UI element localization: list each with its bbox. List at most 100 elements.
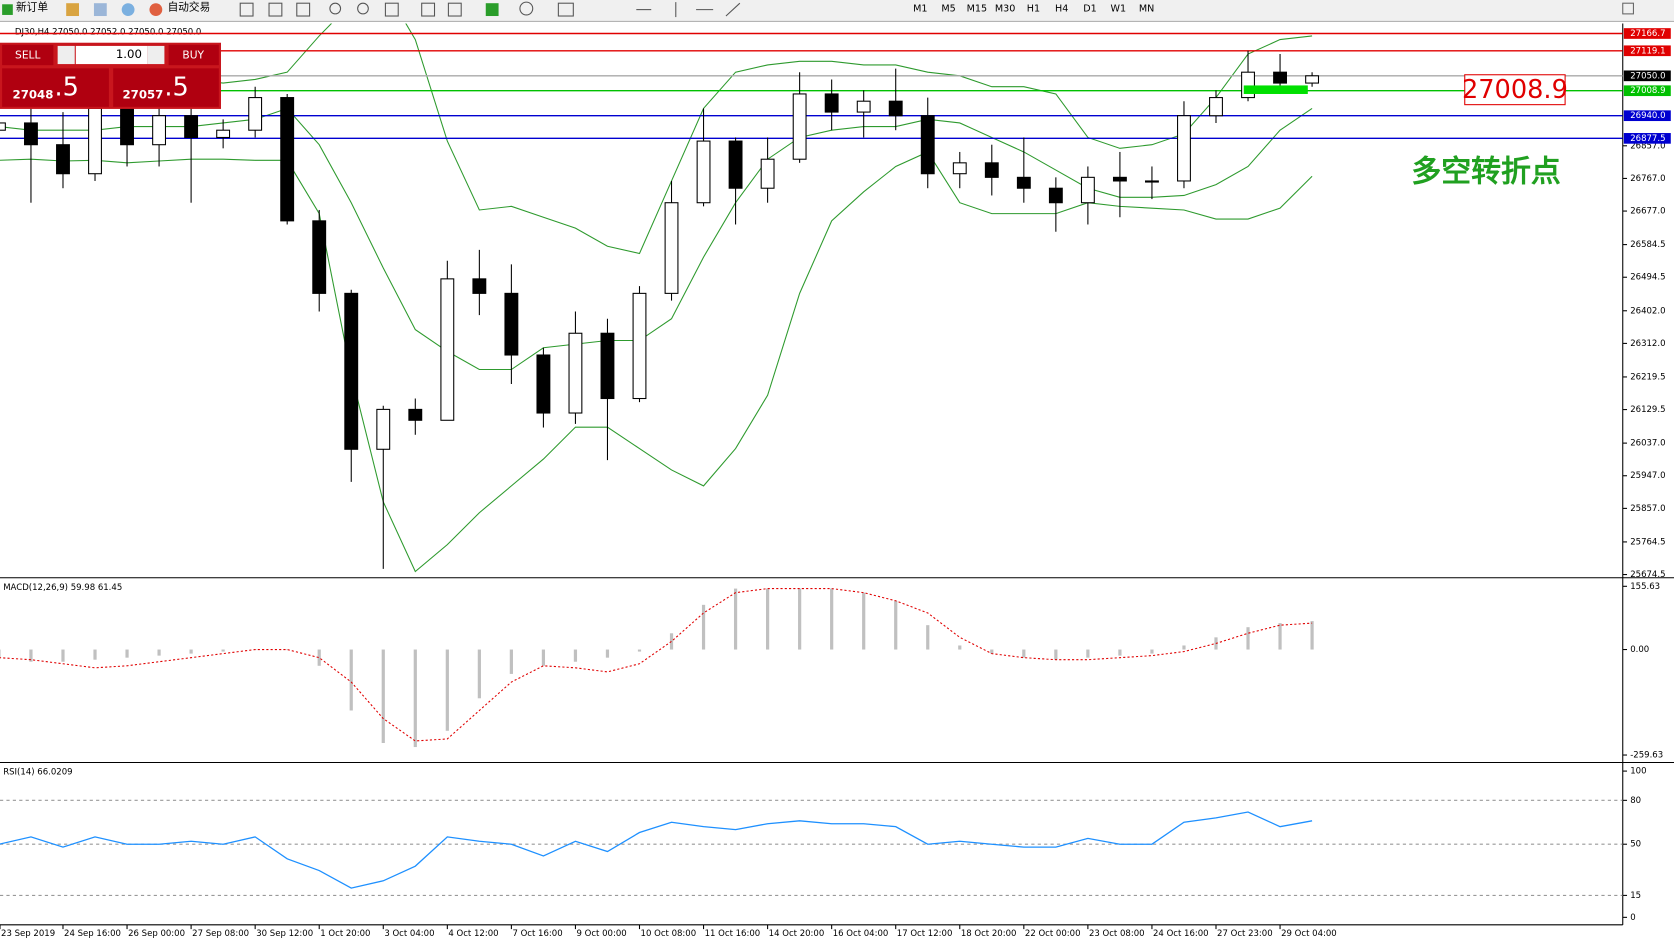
- trendline-tool[interactable]: [725, 2, 741, 17]
- y-tick-label: 25947.0: [1630, 471, 1665, 481]
- sell-label[interactable]: SELL: [15, 49, 40, 62]
- x-tick-label: 26 Sep 00:00: [128, 929, 185, 939]
- toolbar-icon[interactable]: [268, 2, 283, 17]
- macd-bar: [862, 592, 866, 650]
- sell-price[interactable]: 27048: [13, 88, 54, 102]
- candle-body: [952, 162, 967, 175]
- lot-up[interactable]: [147, 45, 165, 65]
- macd-bar: [61, 649, 65, 662]
- candle-body: [1112, 176, 1127, 182]
- macd-bar: [926, 625, 930, 650]
- x-tick-label: 27 Sep 08:00: [192, 929, 249, 939]
- y-tick-label: 26767.0: [1630, 174, 1665, 184]
- x-tick-label: 1 Oct 20:00: [320, 929, 370, 939]
- buy-button[interactable]: [168, 44, 219, 66]
- candle-body: [216, 129, 231, 138]
- x-tick-label: 10 Oct 08:00: [641, 929, 697, 939]
- auto-trade-button[interactable]: 自动交易: [168, 0, 211, 13]
- toolbar-icon[interactable]: [66, 3, 80, 17]
- new-order-button[interactable]: 新订单: [16, 0, 48, 13]
- macd-bar: [317, 649, 321, 666]
- y-tick-label: 100: [1630, 767, 1646, 777]
- price-level-box: [1623, 133, 1671, 144]
- y-tick-label: 26402.0: [1630, 306, 1665, 316]
- candle-body: [856, 100, 871, 113]
- new-order-icon[interactable]: [2, 4, 13, 15]
- macd-title: MACD(12,26,9) 59.98 61.45: [3, 583, 122, 593]
- candle-body: [120, 107, 134, 146]
- x-tick-label: 4 Oct 12:00: [448, 929, 498, 939]
- candle-body: [1080, 176, 1095, 204]
- zoom-in[interactable]: [329, 2, 342, 15]
- search[interactable]: [1622, 2, 1634, 15]
- macd-bar: [349, 649, 353, 711]
- toolbar-icon[interactable]: [421, 2, 436, 17]
- auto-trade-icon[interactable]: [149, 3, 163, 17]
- candle-body: [824, 93, 839, 113]
- timeframe-button[interactable]: MN: [1139, 4, 1154, 15]
- candle-body: [920, 115, 935, 175]
- toolbar-icon[interactable]: [519, 1, 534, 16]
- macd-bar: [894, 600, 898, 650]
- timeframe-button[interactable]: W1: [1111, 4, 1127, 15]
- timeframe-button[interactable]: H4: [1055, 4, 1068, 15]
- candle-body: [280, 97, 295, 222]
- candle-body: [0, 122, 6, 131]
- y-tick-label: 26857.0: [1630, 141, 1665, 151]
- candle-body: [1016, 176, 1031, 189]
- sell-button[interactable]: [2, 44, 54, 66]
- lot-value[interactable]: 1.00: [116, 47, 142, 61]
- y-tick-label: 26677.0: [1630, 207, 1665, 217]
- x-tick-label: 17 Oct 12:00: [897, 929, 953, 939]
- price-level-label: 27166.7: [1630, 29, 1665, 39]
- candle-body: [408, 408, 423, 421]
- timeframe-button[interactable]: H1: [1027, 4, 1040, 15]
- candle-body: [184, 115, 199, 138]
- macd-bar: [958, 645, 962, 650]
- sell-pips[interactable]: .5: [54, 73, 78, 103]
- buy-label[interactable]: BUY: [182, 49, 204, 62]
- timeframe-button[interactable]: M30: [995, 4, 1015, 15]
- rsi-line: [0, 811, 1313, 889]
- price-level-box: [1623, 85, 1671, 97]
- timeframe-button[interactable]: M1: [913, 4, 927, 15]
- toolbar-icon[interactable]: [239, 2, 254, 17]
- x-tick-label: 3 Oct 04:00: [384, 929, 434, 939]
- highlight-zone: [1243, 85, 1308, 94]
- macd-bar: [509, 649, 513, 674]
- y-tick-label: 25764.5: [1630, 537, 1665, 547]
- toolbar-icon[interactable]: [121, 3, 135, 17]
- timeframe-button[interactable]: M5: [941, 4, 955, 15]
- timeframe-button[interactable]: D1: [1083, 4, 1096, 15]
- toolbar-icon[interactable]: [557, 2, 574, 17]
- candle-body: [344, 292, 359, 450]
- zoom-out[interactable]: [357, 2, 369, 15]
- chart-title: DJ30,H4 27050.0 27052.0 27050.0 27050.0: [15, 28, 201, 38]
- macd-bar: [990, 649, 994, 654]
- y-tick-label: 26129.5: [1630, 405, 1665, 415]
- toolbar-icon[interactable]: [447, 2, 462, 17]
- macd-bar: [605, 649, 610, 658]
- candle-body: [792, 93, 807, 160]
- toolbar-icon[interactable]: [93, 3, 107, 17]
- macd-bar: [1246, 627, 1250, 650]
- buy-quote[interactable]: [113, 68, 219, 107]
- toolbar-icon[interactable]: [384, 2, 399, 17]
- toolbar-icon[interactable]: [296, 2, 311, 17]
- lot-input[interactable]: [75, 45, 148, 65]
- x-tick-label: 24 Oct 16:00: [1153, 929, 1209, 939]
- buy-price[interactable]: 27057: [123, 88, 164, 102]
- lot-down[interactable]: [57, 45, 75, 65]
- macd-bar: [830, 588, 834, 650]
- x-tick-label: 22 Oct 00:00: [1025, 929, 1081, 939]
- macd-bar: [541, 649, 546, 666]
- price-level-label: 26940.0: [1630, 111, 1665, 121]
- buy-pips[interactable]: .5: [164, 73, 188, 103]
- y-tick-label: 26584.5: [1630, 240, 1665, 250]
- timeframe-button[interactable]: M15: [967, 4, 987, 15]
- macd-bar: [93, 649, 97, 660]
- toolbar-icon[interactable]: [485, 3, 499, 17]
- candle-body: [376, 408, 391, 450]
- candle-body: [504, 292, 519, 356]
- sell-quote[interactable]: [2, 68, 109, 107]
